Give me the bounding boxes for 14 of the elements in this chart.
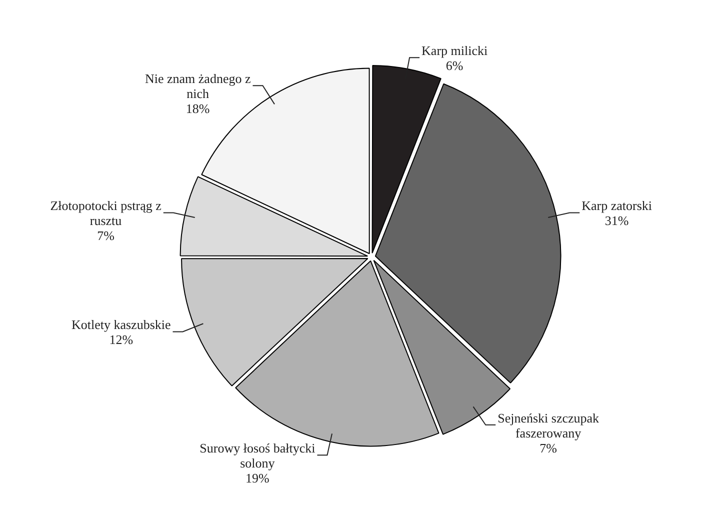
slice-label: Kotlety kaszubskie — [71, 317, 171, 332]
slice-label: Karp zatorski — [582, 198, 652, 214]
data-label: 6% — [446, 58, 464, 74]
slice-label: Nie znam żadnego z nich — [144, 71, 251, 102]
slice-label: Sejneński szczupak faszerowany — [498, 410, 600, 440]
slice-label: Złotopotocki pstrąg z rusztu — [50, 198, 162, 228]
data-label: 18% — [186, 101, 210, 116]
data-label: 7% — [97, 228, 115, 244]
data-label: 19% — [246, 470, 270, 486]
slice-label: Surowy łosoś bałtycki solony — [200, 440, 316, 471]
slice-label: Karp milicki — [422, 43, 488, 58]
data-label: 12% — [109, 332, 134, 348]
data-label: 31% — [604, 213, 629, 228]
data-label: 7% — [540, 440, 558, 456]
